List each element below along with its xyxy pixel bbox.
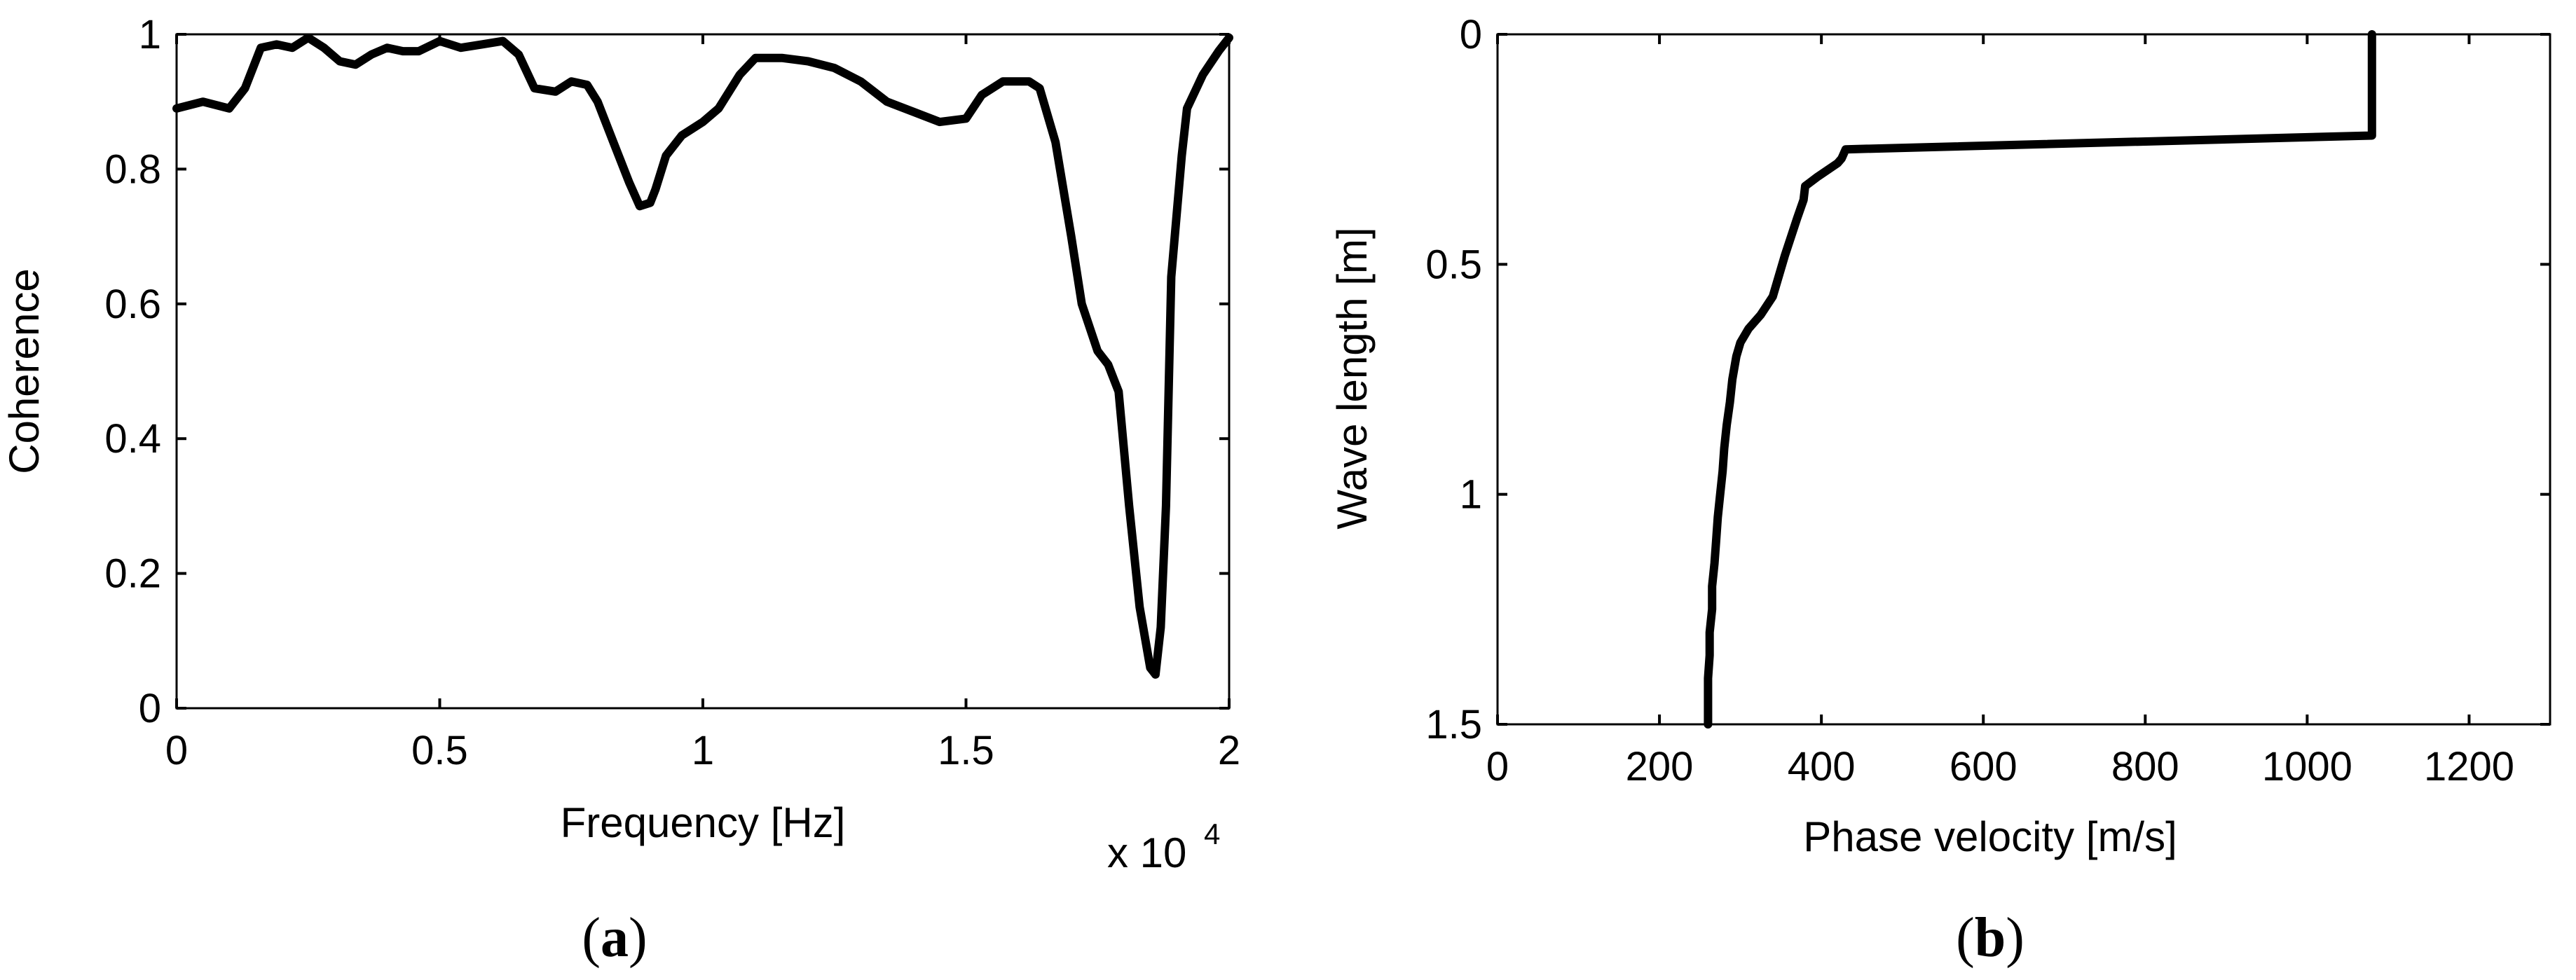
x-multiplier-exponent: 4 [1204,817,1220,850]
x-tick-label: 2 [1218,728,1240,773]
panel-label-a: (a) [582,907,647,969]
panel-label-b: (b) [1956,907,2025,969]
axis-ticks-a [175,33,1231,710]
tick-labels-a: 0 0.5 1 1.5 2 0 0.2 0.4 0.6 0.8 1 [104,12,1240,773]
x-tick-label: 800 [2111,744,2179,789]
chart-panel-a: 0 0.5 1 1.5 2 0 0.2 0.4 0.6 0.8 1 Frequency [Hz] C… [1,12,1240,969]
plot-frame-a [175,33,1231,710]
x-tick-label: 1.5 [938,728,994,773]
x-tick-label: 400 [1788,744,1856,789]
x-multiplier-label: x 10 4 [1107,817,1220,876]
y-tick-label: 0 [139,686,161,731]
x-tick-label: 600 [1950,744,2017,789]
y-tick-label: 1 [1460,472,1482,518]
y-tick-label: 0.6 [104,282,161,327]
x-tick-label: 200 [1626,744,1694,789]
y-tick-label: 0.2 [104,551,161,597]
y-tick-label: 0 [1460,12,1482,57]
x-multiplier-base: x 10 [1107,829,1186,876]
x-tick-label: 1000 [2262,744,2352,789]
y-tick-label: 0.5 [1425,242,1482,287]
x-tick-label: 0 [1486,744,1509,789]
phase-velocity-line [1704,30,2376,729]
x-tick-label: 0.5 [411,728,468,773]
y-tick-label: 1.5 [1425,702,1482,747]
x-axis-label-b: Phase velocity [m/s] [1803,813,2177,860]
panel-letter-b: b [1975,907,2006,969]
x-tick-label: 0 [165,728,188,773]
y-axis-label-b: Wave length [m] [1329,227,1376,529]
chart-panel-b: 0 200 400 600 800 1000 1200 0 0.5 1 1.5 Phase velo… [1329,12,2551,969]
panel-letter-a: a [601,907,629,969]
tick-labels-b: 0 200 400 600 800 1000 1200 0 0.5 1 1.5 [1425,12,2514,789]
y-tick-label: 0.4 [104,416,161,462]
coherence-line [172,33,1233,679]
y-tick-label: 1 [139,12,161,57]
axis-ticks-b [1496,33,2550,726]
y-tick-label: 0.8 [104,146,161,192]
plot-frame-b [1496,33,2551,726]
x-tick-label: 1200 [2424,744,2514,789]
x-tick-label: 1 [692,728,714,773]
y-axis-label-a: Coherence [1,268,48,474]
x-axis-label-a: Frequency [Hz] [561,799,846,846]
